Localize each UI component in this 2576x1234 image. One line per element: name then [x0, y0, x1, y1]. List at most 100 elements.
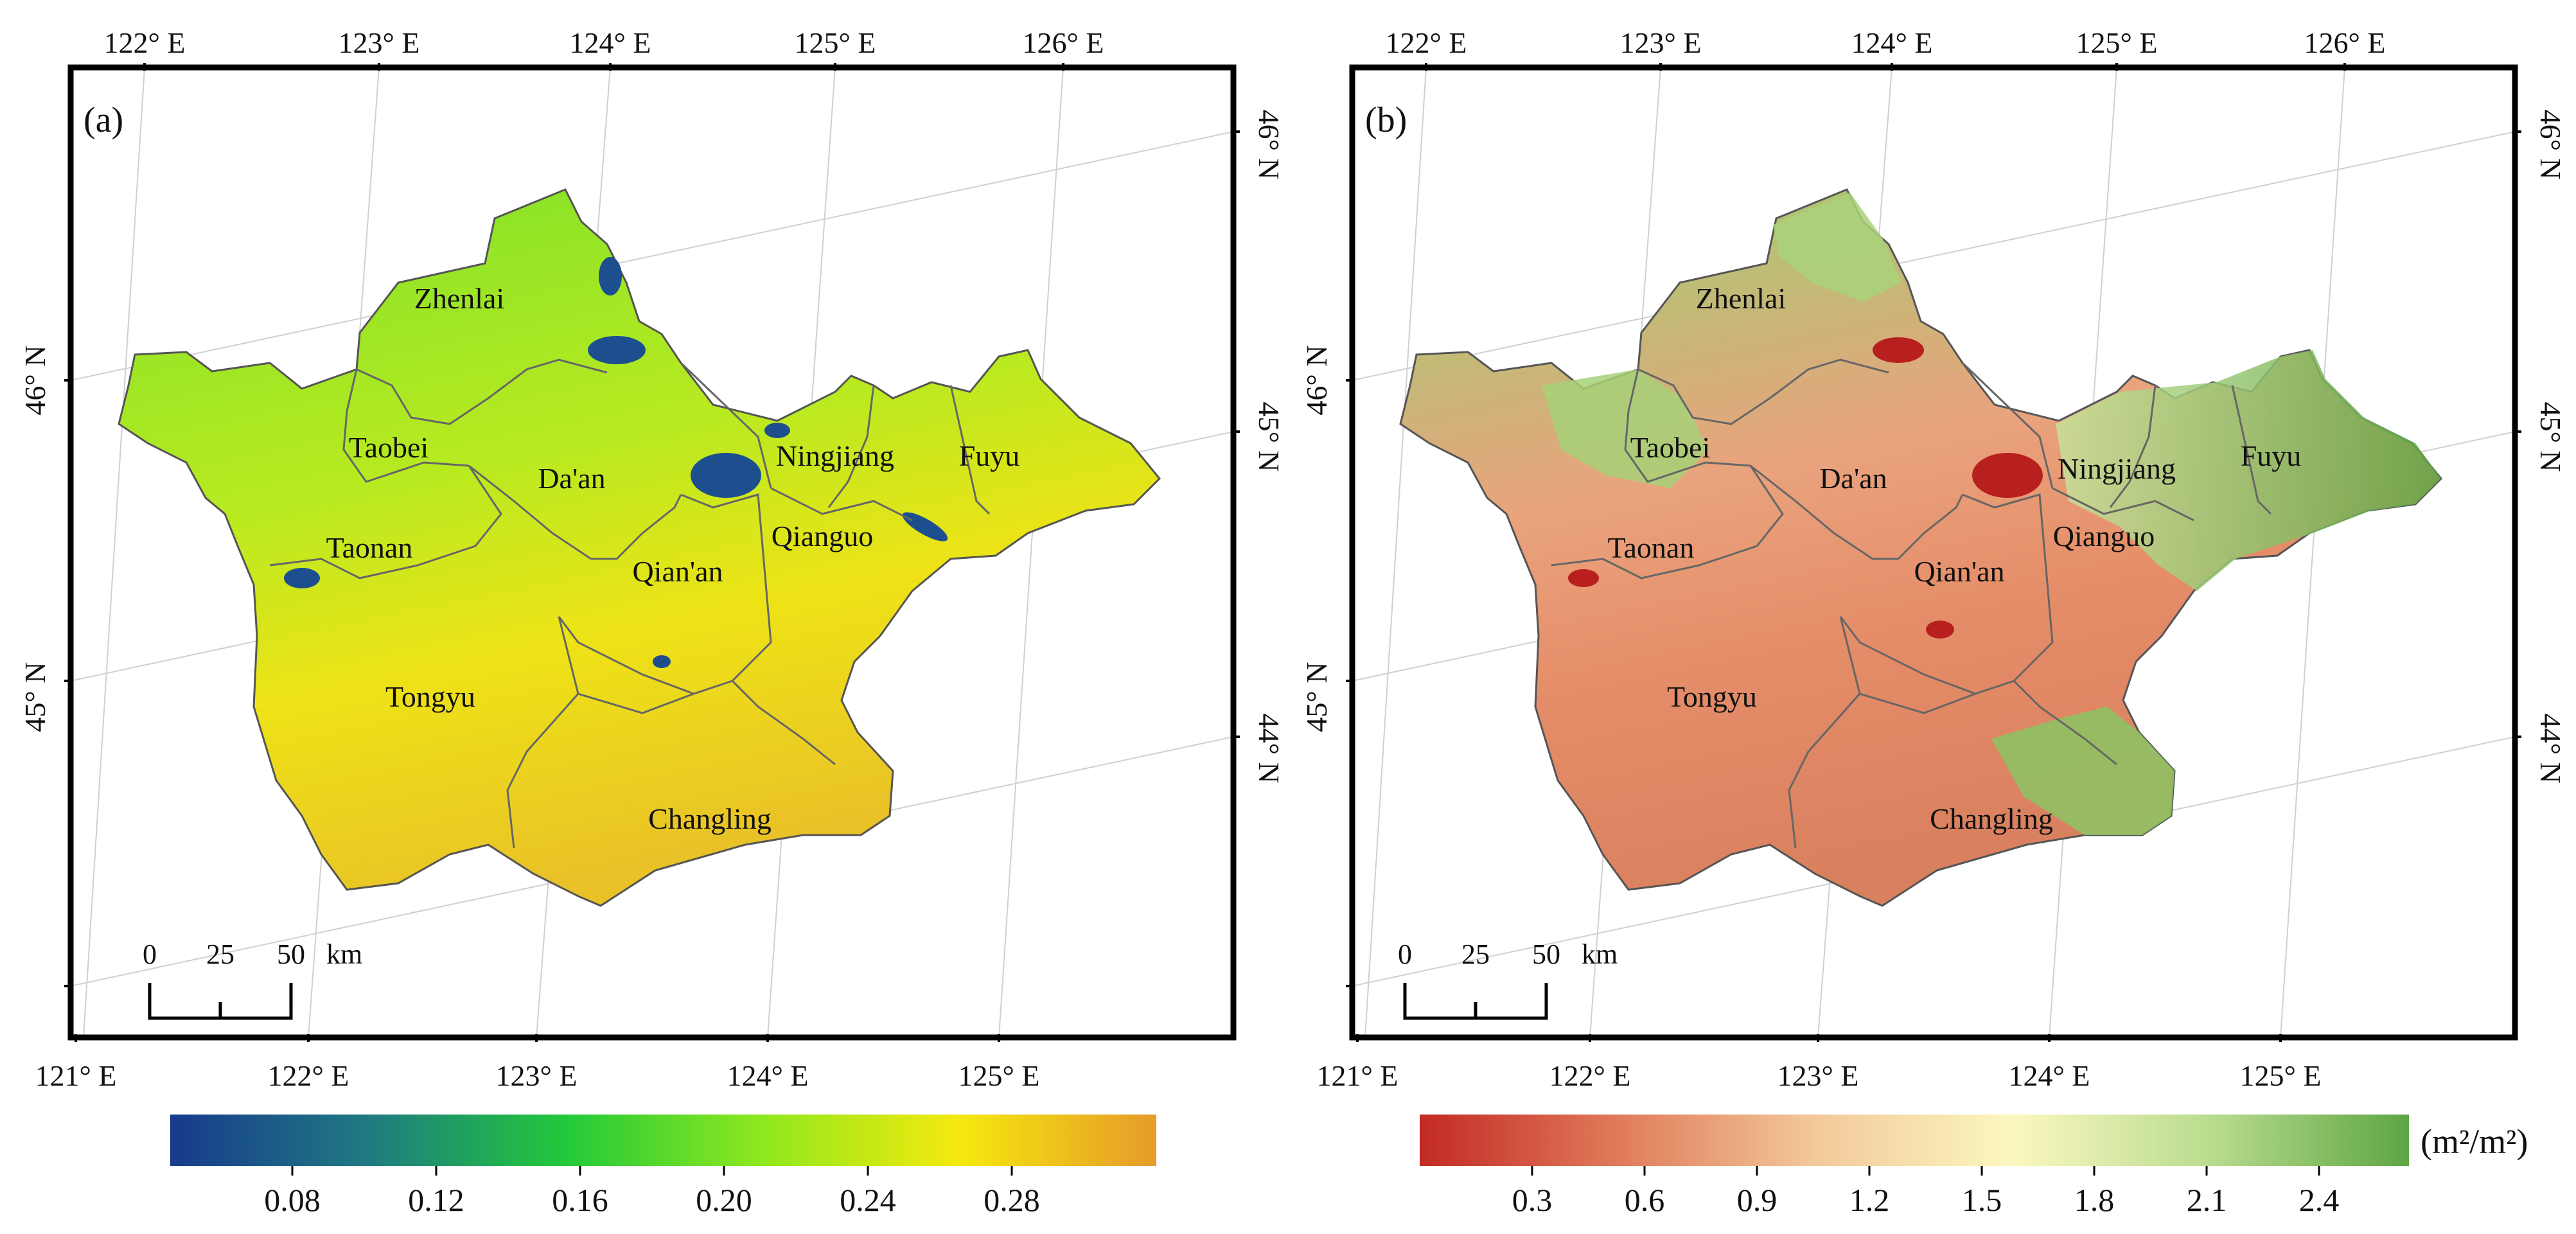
panel-a-top-tick-5: 126° E [1023, 26, 1104, 59]
panel-a: Zhenlai Taobei Da'an Ningjiang Fuyu Taon… [19, 26, 1285, 1092]
colorbar-a: 0.08 0.12 0.16 0.20 0.24 0.28 [170, 1115, 1156, 1218]
region-label-taonan: Taonan [1608, 531, 1695, 564]
panel-b-right-tick-2: 45° N [2534, 401, 2567, 472]
colorbar-b-tick-5: 1.5 [1962, 1182, 2002, 1218]
colorbar-b-tick-4: 1.2 [1849, 1182, 1890, 1218]
panel-b-left-tick-1: 46° N [1300, 345, 1333, 415]
panel-b-top-tick-3: 124° E [1851, 26, 1933, 59]
panel-b-top-tick-5: 126° E [2304, 26, 2386, 59]
panel-b-study-area [1399, 188, 2443, 907]
region-label-tongyu: Tongyu [1667, 680, 1757, 713]
region-label-changling: Changling [648, 802, 772, 835]
panel-b-right-tick-1: 46° N [2534, 109, 2567, 179]
colorbar-a-tick-3: 0.16 [552, 1182, 608, 1218]
panel-a-scalebar: 0 25 50 km [143, 939, 362, 1020]
panel-b-left-tick-2: 45° N [1300, 662, 1333, 732]
panel-a-right-ticks: 46° N 45° N 44° N [1232, 109, 1285, 784]
panel-b-top-tick-1: 122° E [1386, 26, 1467, 59]
region-label-zhenlai: Zhenlai [414, 282, 505, 315]
panel-a-top-tick-4: 125° E [795, 26, 876, 59]
panel-b-right-ticks: 46° N 45° N 44° N [2514, 109, 2567, 784]
panel-a-map: Zhenlai Taobei Da'an Ningjiang Fuyu Taon… [118, 188, 1161, 907]
region-label-daan: Da'an [1819, 462, 1887, 495]
panel-a-right-tick-1: 46° N [1253, 109, 1285, 179]
panel-a-top-tick-1: 122° E [104, 26, 186, 59]
colorbar-b-tick-6: 1.8 [2074, 1182, 2115, 1218]
panel-a-label: (a) [84, 100, 123, 140]
panel-a-scale-0: 0 [143, 939, 157, 970]
region-label-qianan: Qian'an [1914, 555, 2004, 588]
colorbar-a-ramp [170, 1115, 1156, 1166]
region-label-tongyu: Tongyu [385, 680, 475, 713]
panel-a-bottom-tick-1: 121° E [35, 1059, 117, 1092]
panel-b-frame [1349, 64, 2518, 1041]
region-label-taonan: Taonan [326, 531, 413, 564]
panel-a-bottom-tick-2: 122° E [268, 1059, 349, 1092]
panel-a-right-tick-2: 45° N [1253, 401, 1285, 472]
panel-a-top-tick-2: 123° E [339, 26, 420, 59]
panel-a-left-tick-2: 45° N [19, 662, 51, 732]
panel-a-left-ticks: 46° N 45° N [19, 345, 72, 987]
region-label-ningjiang: Ningjiang [2058, 452, 2176, 485]
region-label-qianguo: Qianguo [772, 520, 873, 552]
region-label-qianan: Qian'an [632, 555, 723, 588]
panel-b-bottom-tick-3: 123° E [1778, 1059, 1859, 1092]
panel-b-top-tick-4: 125° E [2076, 26, 2158, 59]
region-label-ningjiang: Ningjiang [776, 439, 894, 472]
panel-b-bottom-tick-5: 125° E [2240, 1059, 2322, 1092]
colorbar-b-tick-2: 0.6 [1625, 1182, 1665, 1218]
colorbar-b-tick-1: 0.3 [1512, 1182, 1553, 1218]
colorbar-b-tick-7: 2.1 [2187, 1182, 2227, 1218]
panel-a-bottom-ticks: 121° E 122° E 123° E 124° E 125° E [35, 1034, 1040, 1092]
region-label-zhenlai: Zhenlai [1696, 282, 1786, 315]
panel-b-top-ticks: 122° E 123° E 124° E 125° E 126° E [1386, 26, 2386, 71]
colorbar-a-ticks: 0.08 0.12 0.16 0.20 0.24 0.28 [264, 1182, 1040, 1218]
colorbar-a-tick-1: 0.08 [264, 1182, 321, 1218]
panel-b-bottom-ticks: 121° E 122° E 123° E 124° E 125° E [1317, 1034, 2322, 1092]
panel-b-scale-50: 50 [1532, 939, 1560, 970]
panel-b-bottom-tick-1: 121° E [1317, 1059, 1398, 1092]
panel-b-scale-0: 0 [1398, 939, 1412, 970]
panel-a-bottom-tick-4: 124° E [727, 1059, 809, 1092]
panel-b-map: Zhenlai Taobei Da'an Ningjiang Fuyu Taon… [1399, 188, 2443, 907]
region-label-taobei: Taobei [1630, 431, 1711, 464]
panel-b-scalebar: 0 25 50 km [1398, 939, 1618, 1020]
panel-b-left-ticks: 46° N 45° N [1300, 345, 1354, 987]
region-label-daan: Da'an [538, 462, 605, 495]
panel-a-top-ticks: 122° E 123° E 124° E 125° E 126° E [104, 26, 1104, 71]
colorbar-b-ramp [1420, 1115, 2409, 1166]
colorbar-a-tick-2: 0.12 [408, 1182, 464, 1218]
panel-a-boundaries [269, 358, 991, 849]
panel-b-label: (b) [1365, 100, 1407, 140]
colorbar-b-tick-8: 2.4 [2299, 1182, 2340, 1218]
panel-a-wetland-patches [284, 257, 948, 668]
colorbar-a-tick-5: 0.24 [840, 1182, 896, 1218]
panel-b-scale-unit: km [1582, 939, 1618, 970]
panel-a-scale-50: 50 [277, 939, 305, 970]
panel-a-study-area [118, 188, 1161, 907]
panel-a-scale-unit: km [326, 939, 362, 970]
panel-a-frame [67, 64, 1237, 1041]
colorbar-b: 0.3 0.6 0.9 1.2 1.5 1.8 2.1 2.4 (m²/m²) [1420, 1115, 2528, 1218]
region-label-changling: Changling [1930, 802, 2053, 835]
colorbar-b-ticks: 0.3 0.6 0.9 1.2 1.5 1.8 2.1 2.4 [1512, 1182, 2340, 1218]
colorbar-b-unit: (m²/m²) [2421, 1122, 2528, 1161]
region-label-fuyu: Fuyu [959, 439, 1020, 472]
panel-b-scale-25: 25 [1461, 939, 1490, 970]
panel-b-right-tick-3: 44° N [2534, 713, 2567, 783]
colorbar-a-tick-4: 0.20 [696, 1182, 752, 1218]
panel-a-bottom-tick-3: 123° E [496, 1059, 578, 1092]
panel-b-low-lai-patches [1568, 337, 2043, 639]
colorbar-b-tick-3: 0.9 [1737, 1182, 1778, 1218]
panel-b: Zhenlai Taobei Da'an Ningjiang Fuyu Taon… [1300, 26, 2567, 1092]
colorbar-a-tick-6: 0.28 [984, 1182, 1040, 1218]
panel-b-bottom-tick-2: 122° E [1549, 1059, 1631, 1092]
region-label-taobei: Taobei [349, 431, 429, 464]
panel-a-left-tick-1: 46° N [19, 345, 51, 415]
panel-a-bottom-tick-5: 125° E [958, 1059, 1040, 1092]
region-label-fuyu: Fuyu [2241, 439, 2302, 472]
panel-b-top-tick-2: 123° E [1620, 26, 1702, 59]
panel-a-right-tick-3: 44° N [1253, 713, 1285, 783]
panel-b-boundaries [1551, 358, 2272, 849]
